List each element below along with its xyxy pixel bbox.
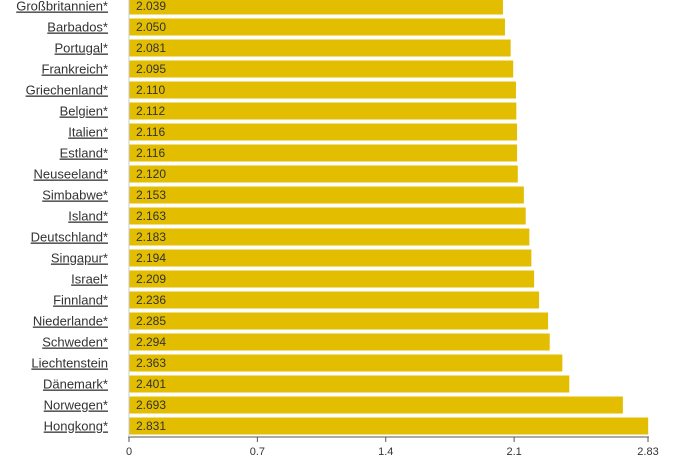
category-label[interactable]: Portugal* — [55, 41, 108, 56]
bar-row: Belgien* 2.112 — [60, 102, 517, 120]
bar[interactable] — [129, 186, 524, 204]
bar-row: Estland* 2.116 — [60, 144, 518, 162]
bar-row: Island* 2.163 — [68, 207, 526, 225]
bar-row: Italien* 2.116 — [68, 123, 518, 141]
category-label[interactable]: Finnland* — [53, 293, 108, 308]
category-label[interactable]: Belgien* — [60, 104, 108, 119]
bar[interactable] — [129, 207, 526, 225]
category-label[interactable]: Estland* — [60, 146, 108, 161]
category-label[interactable]: Deutschland* — [31, 230, 108, 245]
value-label: 2.095 — [136, 62, 166, 76]
bar-row: Singapur* 2.194 — [51, 249, 532, 267]
category-label[interactable]: Hongkong* — [44, 419, 108, 434]
value-label: 2.120 — [136, 167, 166, 181]
value-label: 2.110 — [136, 83, 165, 97]
bar-row: Simbabwe* 2.153 — [42, 186, 524, 204]
value-label: 2.039 — [136, 0, 166, 13]
bar[interactable] — [129, 228, 530, 246]
value-label: 2.831 — [136, 419, 166, 433]
value-label: 2.194 — [136, 251, 166, 265]
value-label: 2.693 — [136, 398, 166, 412]
value-label: 2.363 — [136, 356, 166, 370]
x-tick-label: 0.7 — [250, 446, 265, 458]
value-label: 2.050 — [136, 20, 166, 34]
category-label[interactable]: Schweden* — [42, 335, 108, 350]
bar[interactable] — [129, 123, 518, 141]
category-label[interactable]: Liechtenstein — [31, 356, 108, 371]
bar[interactable] — [129, 270, 535, 288]
bar[interactable] — [129, 0, 503, 15]
bar[interactable] — [129, 102, 517, 120]
category-label[interactable]: Niederlande* — [33, 314, 108, 329]
bar-row: Frankreich* 2.095 — [42, 60, 514, 78]
value-label: 2.236 — [136, 293, 166, 307]
bar-row: Großbritannien* 2.039 — [16, 0, 503, 15]
category-label[interactable]: Griechenland* — [26, 83, 108, 98]
category-label[interactable]: Norwegen* — [44, 398, 108, 413]
category-label[interactable]: Singapur* — [51, 251, 108, 266]
bar[interactable] — [129, 291, 540, 309]
value-label: 2.183 — [136, 230, 166, 244]
value-label: 2.116 — [136, 125, 165, 139]
bar-row: Israel* 2.209 — [71, 270, 535, 288]
bar-row: Niederlande* 2.285 — [33, 312, 549, 330]
category-label[interactable]: Island* — [68, 209, 108, 224]
bar[interactable] — [129, 396, 623, 414]
value-label: 2.294 — [136, 335, 166, 349]
bar[interactable] — [129, 39, 511, 57]
category-label[interactable]: Italien* — [68, 125, 108, 140]
value-label: 2.401 — [136, 377, 166, 391]
bar-row: Dänemark* 2.401 — [43, 375, 570, 393]
bar[interactable] — [129, 249, 532, 267]
bar-row: Neuseeland* 2.120 — [34, 165, 518, 183]
value-label: 2.209 — [136, 272, 166, 286]
category-label[interactable]: Dänemark* — [43, 377, 108, 392]
bar-row: Schweden* 2.294 — [42, 333, 550, 351]
category-label[interactable]: Israel* — [71, 272, 108, 287]
category-label[interactable]: Großbritannien* — [16, 0, 108, 14]
bar-row: Deutschland* 2.183 — [31, 228, 530, 246]
value-label: 2.081 — [136, 41, 166, 55]
bar[interactable] — [129, 333, 550, 351]
bar-row: Liechtenstein 2.363 — [31, 354, 563, 372]
value-label: 2.285 — [136, 314, 166, 328]
category-label[interactable]: Simbabwe* — [42, 188, 108, 203]
bar[interactable] — [129, 375, 570, 393]
bar[interactable] — [129, 312, 549, 330]
category-label[interactable]: Frankreich* — [42, 62, 108, 77]
bar-row: Hongkong* 2.831 — [44, 417, 649, 435]
bar-row: Finnland* 2.236 — [53, 291, 540, 309]
bar-row: Barbados* 2.050 — [47, 18, 505, 36]
x-tick-label: 2.1 — [506, 446, 521, 458]
category-label[interactable]: Neuseeland* — [34, 167, 108, 182]
bar-row: Griechenland* 2.110 — [26, 81, 516, 99]
x-tick-label: 2.83 — [637, 446, 658, 458]
bar-row: Portugal* 2.081 — [55, 39, 511, 57]
bar[interactable] — [129, 354, 563, 372]
x-tick-label: 1.4 — [378, 446, 393, 458]
bar[interactable] — [129, 60, 514, 78]
value-label: 2.112 — [136, 104, 165, 118]
category-label[interactable]: Barbados* — [47, 20, 108, 35]
x-tick-label: 0 — [126, 446, 132, 458]
bar[interactable] — [129, 18, 505, 36]
bar-row: Norwegen* 2.693 — [44, 396, 623, 414]
bar[interactable] — [129, 81, 516, 99]
value-label: 2.163 — [136, 209, 166, 223]
value-label: 2.153 — [136, 188, 166, 202]
bar[interactable] — [129, 417, 649, 435]
value-label: 2.116 — [136, 146, 165, 160]
bar[interactable] — [129, 144, 518, 162]
bar[interactable] — [129, 165, 518, 183]
